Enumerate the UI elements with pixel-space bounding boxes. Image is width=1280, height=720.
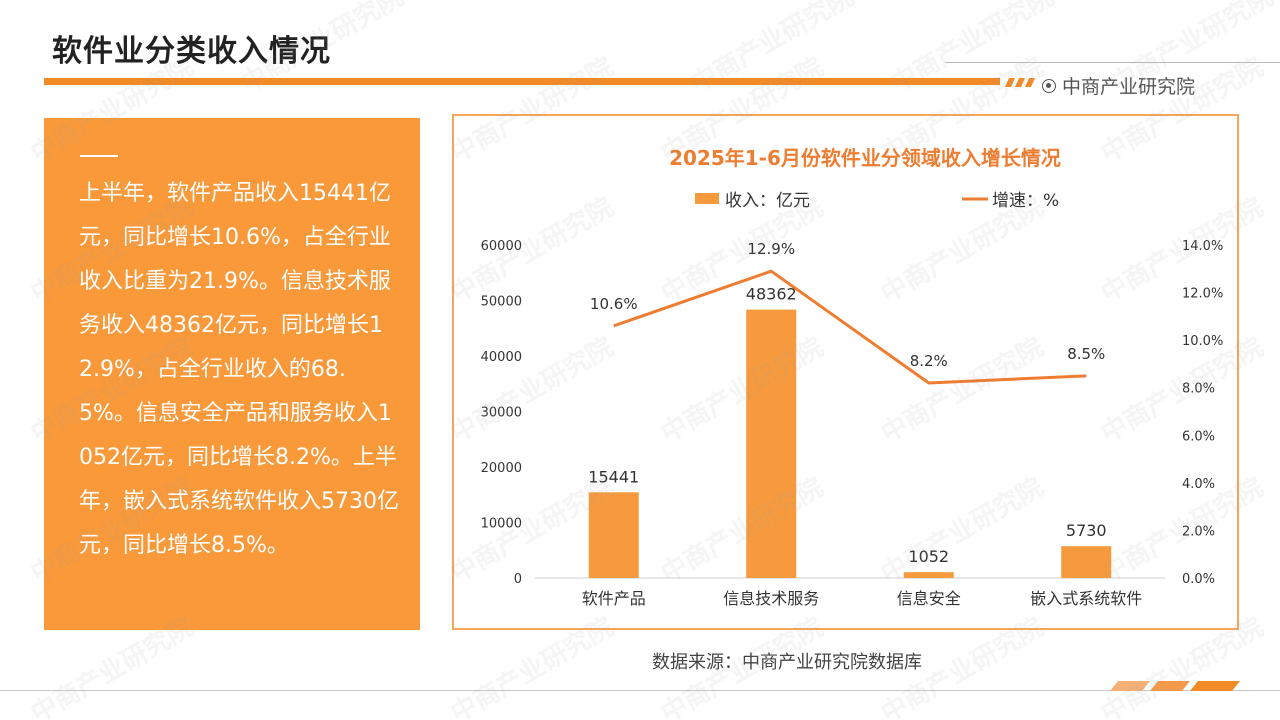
growth-line [613,269,1087,385]
y-left-tick: 40000 [481,350,522,365]
y-left-tick: 30000 [481,406,522,421]
y-right-tick: 0.0% [1182,572,1215,587]
footer-divider [0,690,1280,691]
title-underline [44,78,1000,85]
x-tick-label: 软件产品 [582,589,646,608]
y-right-tick: 10.0% [1182,334,1223,349]
panel-rule [80,155,118,157]
y-left-tick: 0 [514,572,522,587]
legend-bar-label: 收入：亿元 [725,191,810,211]
summary-panel [44,118,420,630]
brand-logo: 中商产业研究院 [1042,72,1195,99]
y-right-tick: 8.0% [1182,382,1215,397]
summary-text: 上半年，软件产品收入15441亿元，同比增长10.6%，占全行业收入比重为21.… [79,181,399,558]
legend-bar-swatch [695,193,719,204]
bar [746,309,797,578]
chart-title: 2025年1-6月份软件业分领域收入增长情况 [669,146,1061,170]
data-source: 数据来源：中商产业研究院数据库 [652,652,922,673]
line-label: 8.5% [1067,345,1105,363]
bar-label: 5730 [1066,521,1107,540]
bar [588,492,639,578]
y-left-tick: 20000 [481,461,522,476]
page-title: 软件业分类收入情况 [52,34,331,69]
line-label: 12.9% [747,240,795,258]
bar [903,572,954,578]
line-label: 8.2% [910,352,948,370]
y-right-tick: 4.0% [1182,477,1215,492]
bar-label: 1052 [908,547,949,566]
footer-stripes [1110,681,1240,691]
y-right-tick: 12.0% [1182,287,1223,302]
x-tick-label: 信息技术服务 [723,589,819,608]
header-divider [945,62,1280,63]
y-right-tick: 6.0% [1182,429,1215,444]
y-left-tick: 60000 [481,239,522,254]
line-label: 10.6% [590,295,638,313]
brand-icon [1042,78,1056,93]
x-tick-label: 嵌入式系统软件 [1030,589,1142,608]
chart-frame [452,114,1239,630]
x-tick-label: 信息安全 [897,589,961,608]
y-right-tick: 14.0% [1182,239,1223,254]
decor-stripes [1005,78,1035,87]
y-right-tick: 2.0% [1182,524,1215,539]
brand-name: 中商产业研究院 [1062,76,1196,98]
bar-label: 48362 [746,285,797,304]
bar-label: 15441 [588,467,639,486]
y-left-tick: 50000 [481,295,522,310]
legend-line-label: 增速：% [992,191,1059,211]
bar [1061,546,1112,578]
y-left-tick: 10000 [481,517,522,532]
